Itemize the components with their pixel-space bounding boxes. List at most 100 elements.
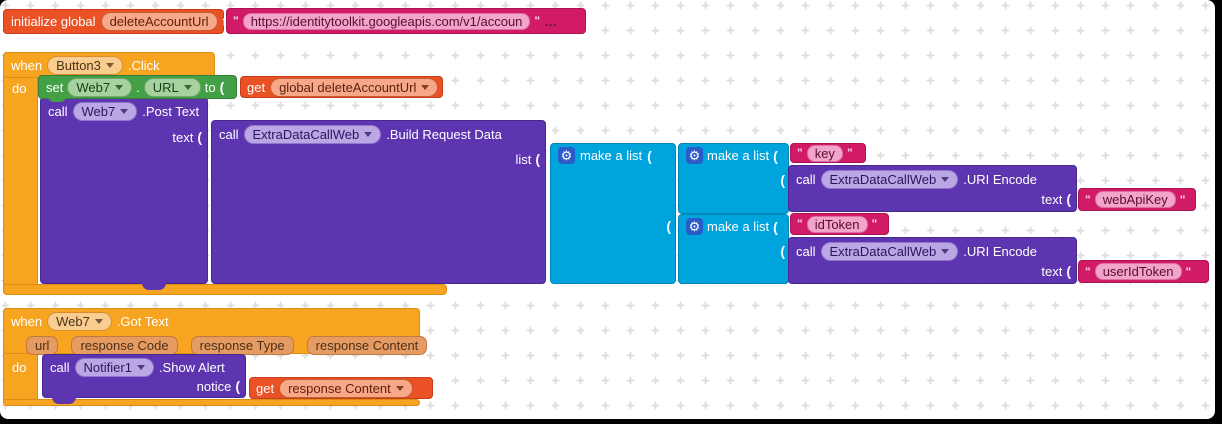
component-dropdown-web7[interactable]: Web7 bbox=[72, 102, 138, 121]
string-field-useridtoken[interactable]: userIdToken bbox=[1094, 263, 1182, 280]
method-label: .URI Encode bbox=[963, 172, 1037, 187]
variable-dropdown[interactable]: response Content bbox=[279, 378, 413, 398]
get-label: get bbox=[256, 380, 275, 396]
block-make-a-list-pair1[interactable]: ⚙ make a list ( ( bbox=[678, 143, 789, 214]
block-when-button3-click[interactable]: when Button3 .Click bbox=[3, 52, 215, 78]
dropdown-text: Button3 bbox=[56, 57, 101, 73]
gear-glyph: ⚙ bbox=[560, 148, 573, 163]
when-web7-gottext-bottom[interactable] bbox=[3, 399, 420, 406]
component-dropdown-extradatacallweb[interactable]: ExtraDataCallWeb bbox=[820, 242, 959, 261]
posttext-bottom-tab bbox=[142, 283, 166, 290]
open-quote: " bbox=[797, 146, 803, 160]
mutator-gear-icon[interactable]: ⚙ bbox=[558, 147, 575, 164]
mutator-gear-icon[interactable]: ⚙ bbox=[686, 147, 703, 164]
variable-name-text: deleteAccountUrl bbox=[109, 14, 209, 29]
gear-glyph: ⚙ bbox=[688, 219, 701, 234]
param-badge-response-content: response Content bbox=[306, 336, 428, 355]
dot-label: . bbox=[136, 79, 140, 95]
component-dropdown-notifier1[interactable]: Notifier1 bbox=[74, 358, 154, 377]
call-label: call bbox=[796, 172, 816, 187]
dropdown-arrow-icon bbox=[941, 249, 950, 254]
dropdown-arrow-icon bbox=[136, 365, 145, 370]
block-make-a-list-pair2[interactable]: ⚙ make a list ( ( bbox=[678, 214, 789, 284]
showalert-bottom-tab bbox=[52, 397, 76, 404]
make-a-list-label: make a list bbox=[707, 148, 770, 163]
close-quote: " bbox=[1185, 264, 1192, 279]
item-socket-1: ( bbox=[647, 147, 652, 164]
block-set-web7-url[interactable]: set Web7 . URL to ( bbox=[38, 75, 237, 99]
to-label: to bbox=[204, 79, 216, 95]
open-quote: " bbox=[1085, 192, 1091, 207]
dropdown-arrow-icon bbox=[395, 385, 404, 391]
block-string-key[interactable]: " key " bbox=[790, 143, 866, 163]
get-label: get bbox=[247, 79, 266, 95]
initialize-global-label: initialize global bbox=[11, 14, 96, 29]
value-socket: ( bbox=[219, 79, 225, 95]
call-label: call bbox=[48, 104, 68, 119]
string-field-idtoken[interactable]: idToken bbox=[806, 215, 868, 233]
item-socket-2: ( bbox=[666, 218, 671, 234]
mutator-gear-icon[interactable]: ⚙ bbox=[686, 218, 703, 235]
string-text: webApiKey bbox=[1102, 192, 1168, 207]
dropdown-arrow-icon bbox=[120, 109, 129, 114]
make-a-list-label: make a list bbox=[580, 148, 643, 163]
close-quote: " bbox=[846, 146, 853, 160]
component-dropdown-extradatacallweb[interactable]: ExtraDataCallWeb bbox=[820, 170, 959, 189]
block-call-buildrequestdata[interactable]: call ExtraDataCallWeb .Build Request Dat… bbox=[211, 120, 546, 284]
when-button3-click-bottom[interactable] bbox=[3, 284, 447, 295]
component-dropdown-web7[interactable]: Web7 bbox=[47, 312, 112, 331]
dropdown-arrow-icon bbox=[421, 84, 430, 90]
when-label: when bbox=[11, 57, 43, 73]
when-button3-click-spine[interactable] bbox=[3, 52, 38, 295]
param-label-text: text bbox=[1041, 191, 1063, 207]
set-label: set bbox=[46, 79, 64, 95]
variable-dropdown[interactable]: global deleteAccountUrl bbox=[270, 77, 439, 97]
dropdown-text: Web7 bbox=[81, 104, 116, 119]
component-dropdown-web7[interactable]: Web7 bbox=[67, 77, 133, 97]
truncation-ellipsis: … bbox=[544, 13, 559, 29]
value-socket: ( bbox=[197, 129, 202, 145]
variable-name-field[interactable]: deleteAccountUrl bbox=[100, 12, 218, 31]
block-make-a-list-outer[interactable]: ⚙ make a list ( ( bbox=[550, 143, 676, 284]
string-field-url[interactable]: https://identitytoolkit.googleapis.com/v… bbox=[242, 12, 531, 30]
string-field-webapikey[interactable]: webApiKey bbox=[1094, 191, 1176, 208]
dropdown-arrow-icon bbox=[183, 84, 192, 90]
dropdown-text: ExtraDataCallWeb bbox=[829, 244, 937, 259]
block-string-url[interactable]: " https://identitytoolkit.googleapis.com… bbox=[226, 8, 586, 34]
dropdown-text: response Content bbox=[288, 380, 391, 396]
block-call-uriencode-1[interactable]: call ExtraDataCallWeb .URI Encode text ( bbox=[788, 165, 1077, 212]
param-badge-url: url bbox=[26, 336, 59, 355]
component-dropdown-button3[interactable]: Button3 bbox=[47, 55, 123, 75]
when-label: when bbox=[11, 314, 43, 329]
param-label-notice: notice bbox=[196, 378, 232, 394]
block-string-webapikey[interactable]: " webApiKey " bbox=[1078, 188, 1196, 211]
item-socket-1: ( bbox=[773, 218, 778, 235]
string-field-key[interactable]: key bbox=[806, 144, 843, 162]
dropdown-arrow-icon bbox=[941, 177, 950, 182]
block-call-notifier1-showalert[interactable]: call Notifier1 .Show Alert notice ( bbox=[42, 354, 246, 398]
dropdown-text: Notifier1 bbox=[83, 360, 132, 375]
string-text: userIdToken bbox=[1102, 264, 1174, 279]
call-label: call bbox=[50, 360, 70, 375]
block-get-global-deleteaccounturl[interactable]: get global deleteAccountUrl bbox=[240, 76, 443, 98]
block-get-response-content[interactable]: get response Content bbox=[249, 377, 433, 399]
dropdown-text: Web7 bbox=[56, 314, 90, 329]
item-socket-2: ( bbox=[780, 172, 785, 188]
block-call-uriencode-2[interactable]: call ExtraDataCallWeb .URI Encode text ( bbox=[788, 237, 1077, 284]
block-initialize-global[interactable]: initialize global deleteAccountUrl to ( bbox=[3, 9, 243, 34]
dropdown-arrow-icon bbox=[364, 132, 373, 137]
property-dropdown-url[interactable]: URL bbox=[143, 77, 201, 97]
block-string-idtoken[interactable]: " idToken " bbox=[790, 213, 889, 235]
block-when-web7-gottext[interactable]: when Web7 .Got Text url response Code re… bbox=[3, 308, 428, 355]
method-label: .URI Encode bbox=[963, 244, 1037, 259]
call-label: call bbox=[219, 127, 239, 142]
block-string-useridtoken[interactable]: " userIdToken " bbox=[1078, 260, 1209, 283]
string-text: key bbox=[814, 145, 835, 161]
block-call-web7-posttext[interactable]: call Web7 .Post Text text ( bbox=[40, 97, 208, 284]
component-dropdown-extradatacallweb[interactable]: ExtraDataCallWeb bbox=[243, 125, 382, 144]
param-label-text: text bbox=[172, 129, 194, 145]
event-label: .Click bbox=[127, 57, 160, 73]
string-url-text: https://identitytoolkit.googleapis.com/v… bbox=[250, 13, 523, 29]
dropdown-arrow-icon bbox=[105, 62, 114, 68]
